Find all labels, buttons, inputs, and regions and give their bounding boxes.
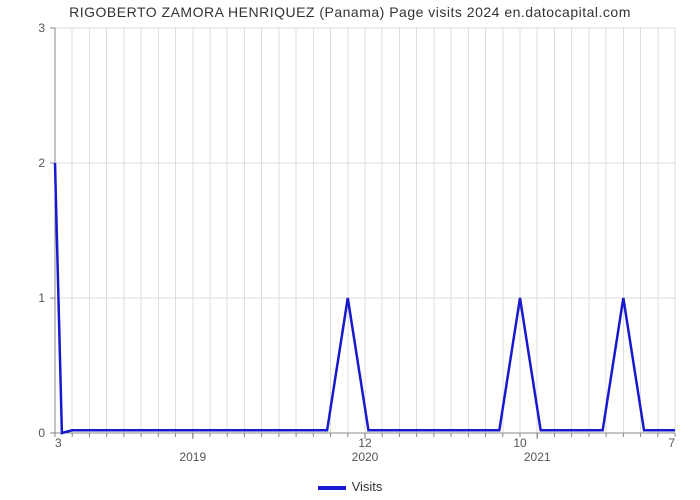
svg-text:1: 1 <box>38 291 45 305</box>
chart-svg: 0123 201920202021 312107 <box>0 0 700 500</box>
chart-container: RIGOBERTO ZAMORA HENRIQUEZ (Panama) Page… <box>0 0 700 500</box>
chart-legend: Visits <box>0 479 700 494</box>
svg-text:2021: 2021 <box>524 450 551 464</box>
svg-text:10: 10 <box>513 436 527 450</box>
svg-text:2020: 2020 <box>352 450 379 464</box>
svg-text:7: 7 <box>668 436 675 450</box>
svg-text:2019: 2019 <box>179 450 206 464</box>
svg-text:3: 3 <box>38 21 45 35</box>
svg-text:0: 0 <box>38 426 45 440</box>
svg-text:3: 3 <box>55 436 62 450</box>
svg-text:12: 12 <box>358 436 372 450</box>
legend-swatch <box>318 486 346 490</box>
legend-label: Visits <box>352 479 383 494</box>
svg-text:2: 2 <box>38 156 45 170</box>
